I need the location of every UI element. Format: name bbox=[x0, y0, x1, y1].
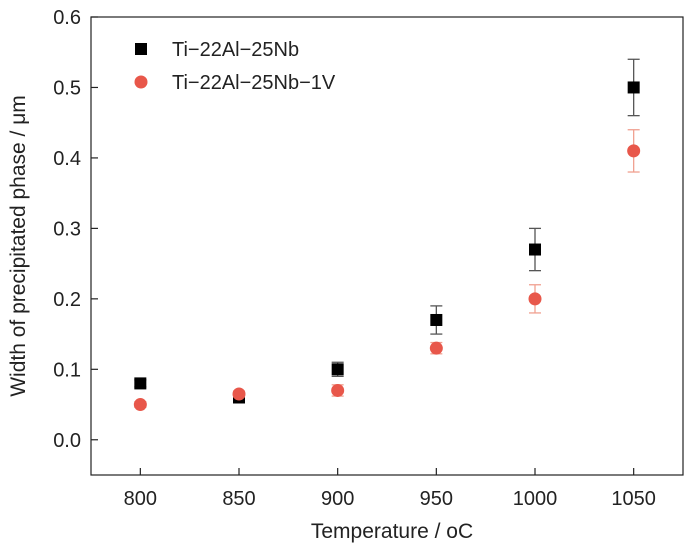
y-tick-label: 0.4 bbox=[53, 148, 81, 170]
legend-marker-circle bbox=[134, 75, 148, 89]
data-point-circle bbox=[627, 144, 641, 158]
x-tick-label: 850 bbox=[222, 488, 255, 510]
plot-frame bbox=[90, 16, 684, 476]
series-layer bbox=[133, 58, 641, 412]
data-point-square bbox=[134, 377, 147, 390]
y-tick-label: 0.2 bbox=[53, 289, 81, 311]
data-point-square bbox=[627, 81, 640, 94]
x-tick-label: 1000 bbox=[513, 488, 558, 510]
y-tick-label: 0.1 bbox=[53, 359, 81, 381]
y-tick-label: 0.6 bbox=[53, 7, 81, 29]
legend-label: Ti−22Al−25Nb bbox=[172, 39, 299, 61]
data-point-circle bbox=[133, 398, 147, 412]
data-point-circle bbox=[331, 383, 345, 397]
y-tick-label: 0.0 bbox=[53, 430, 81, 452]
data-point-circle bbox=[429, 341, 443, 355]
legend-label: Ti−22Al−25Nb−1V bbox=[172, 72, 336, 94]
data-point-square bbox=[331, 363, 344, 376]
data-point-square bbox=[430, 313, 443, 326]
x-axis-ticks: 800 850 900 950 1000 1050 bbox=[124, 468, 656, 510]
x-tick-label: 900 bbox=[321, 488, 354, 510]
y-tick-label: 0.5 bbox=[53, 77, 81, 99]
series-1 bbox=[134, 58, 640, 404]
x-axis-label: Temperature / oC bbox=[311, 520, 473, 543]
y-axis-ticks: 0.0 0.1 0.2 0.3 0.4 0.5 0.6 bbox=[53, 7, 98, 452]
data-point-circle bbox=[232, 387, 246, 401]
y-tick-label: 0.3 bbox=[53, 218, 81, 240]
x-tick-label: 800 bbox=[124, 488, 157, 510]
x-tick-label: 1050 bbox=[611, 488, 656, 510]
series-2 bbox=[133, 129, 641, 412]
data-point-circle bbox=[528, 292, 542, 306]
data-point-square bbox=[529, 243, 541, 256]
x-tick-label: 950 bbox=[420, 488, 453, 510]
legend-marker-square bbox=[135, 43, 147, 55]
y-axis-label: Width of precipitated phase / μm bbox=[7, 95, 30, 397]
legend: Ti−22Al−25Nb Ti−22Al−25Nb−1V bbox=[134, 39, 336, 94]
